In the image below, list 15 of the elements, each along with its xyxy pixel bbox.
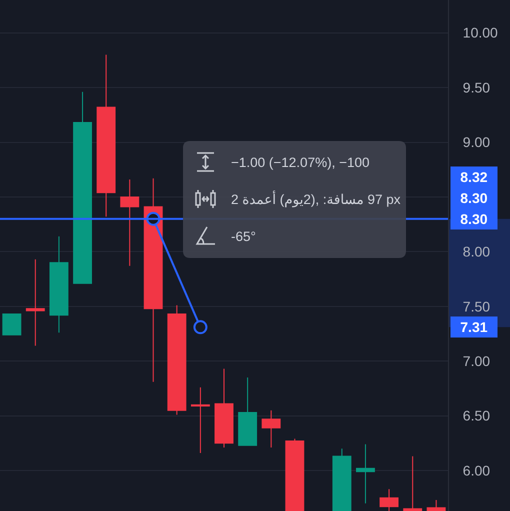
annotation: −1.00 (−12.07%), −100	[231, 155, 370, 170]
y-tick-label: 9.00	[462, 134, 490, 150]
text: 8.30	[460, 190, 488, 206]
annotation: -65°	[231, 229, 256, 244]
y-tick-label: 9.50	[462, 79, 490, 96]
y-tick-label: 8.00	[462, 244, 490, 260]
annotation: 2 أعمدة (2يوم), مسافة: 97 px	[231, 190, 401, 208]
y-tick-label: 6.50	[462, 408, 490, 424]
y-tick-label: 10.00	[462, 24, 498, 41]
y-tick-label: 7.00	[462, 352, 490, 369]
y-tick-label: 6.00	[462, 462, 490, 478]
text: 7.31	[460, 319, 488, 335]
text: 8.32	[460, 169, 488, 185]
y-tick-label: 7.50	[462, 298, 490, 314]
ref-line-label: 8.30	[460, 211, 488, 227]
